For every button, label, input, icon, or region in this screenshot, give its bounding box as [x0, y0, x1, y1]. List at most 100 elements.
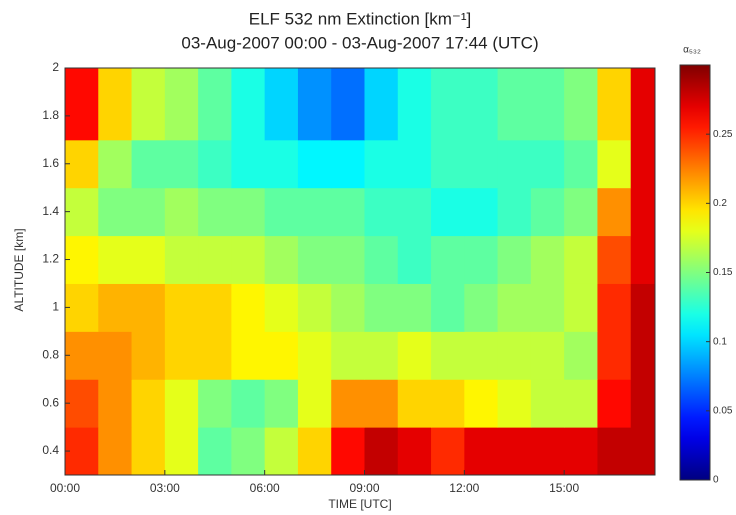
x-tick-label: 12:00: [449, 481, 479, 495]
heat-cell: [431, 427, 465, 476]
x-tick-label: 03:00: [150, 481, 180, 495]
heat-cell: [497, 187, 532, 237]
heat-cell: [131, 187, 166, 237]
heat-cell: [164, 139, 199, 189]
heat-cell: [630, 379, 656, 428]
heat-cell: [231, 68, 266, 141]
heat-cell: [530, 283, 565, 332]
heat-cell: [397, 235, 432, 284]
heat-cell: [497, 379, 532, 428]
colorbar-tick-label: 0.2: [713, 198, 727, 209]
heat-cell: [164, 331, 199, 380]
heat-cell: [397, 427, 432, 476]
heat-cell: [65, 331, 99, 380]
heat-cell: [597, 68, 632, 141]
heat-cell: [497, 139, 532, 189]
heat-cell: [397, 283, 432, 332]
heat-cell: [364, 331, 399, 380]
heat-cell: [231, 187, 266, 237]
heat-cell: [297, 235, 332, 284]
heat-cell: [198, 331, 232, 380]
heat-cell: [464, 379, 499, 428]
heat-cell: [198, 283, 232, 332]
heat-cell: [164, 427, 199, 476]
heat-cell: [564, 187, 598, 237]
heat-cell: [630, 187, 656, 237]
heat-cell: [564, 427, 598, 476]
heat-cell: [464, 427, 499, 476]
heat-cell: [297, 139, 332, 189]
heat-cell: [464, 235, 499, 284]
heat-cell: [630, 235, 656, 284]
heat-cell: [231, 379, 266, 428]
heat-cell: [65, 283, 99, 332]
colorbar-tick-label: 0.15: [713, 267, 733, 278]
heat-cell: [464, 283, 499, 332]
heat-cell: [65, 187, 99, 237]
heat-cell: [597, 379, 632, 428]
heat-cell: [131, 331, 166, 380]
heat-cell: [597, 187, 632, 237]
heat-cell: [497, 68, 532, 141]
heat-cell: [264, 68, 299, 141]
heat-cell: [630, 427, 656, 476]
heat-cell: [431, 139, 465, 189]
y-tick-label: 0.6: [42, 395, 59, 409]
heat-cell: [198, 68, 232, 141]
heat-cell: [497, 427, 532, 476]
heat-cell: [630, 283, 656, 332]
heat-cell: [331, 283, 365, 332]
heat-cell: [530, 427, 565, 476]
heat-cell: [198, 427, 232, 476]
y-tick-label: 0.8: [42, 347, 59, 361]
heat-cell: [331, 427, 365, 476]
y-tick-label: 1.4: [42, 204, 59, 218]
x-tick-label: 06:00: [250, 481, 280, 495]
heat-cell: [65, 379, 99, 428]
y-tick-label: 1.8: [42, 108, 59, 122]
heat-cell: [530, 68, 565, 141]
heat-cell: [464, 187, 499, 237]
heat-cell: [564, 283, 598, 332]
heat-cell: [164, 235, 199, 284]
heat-cell: [297, 379, 332, 428]
heat-cell: [297, 68, 332, 141]
x-axis-label: TIME [UTC]: [328, 497, 391, 511]
heat-cell: [630, 139, 656, 189]
heat-cell: [231, 235, 266, 284]
heat-cell: [464, 139, 499, 189]
heat-cell: [131, 68, 166, 141]
heat-cell: [98, 235, 133, 284]
heat-cell: [98, 283, 133, 332]
heat-cell: [364, 235, 399, 284]
heat-cell: [364, 187, 399, 237]
heat-cell: [564, 379, 598, 428]
heat-cell: [65, 68, 99, 141]
plot-frame: [64, 67, 656, 476]
y-tick-label: 0.4: [42, 443, 59, 457]
heat-cell: [431, 187, 465, 237]
heat-cell: [297, 187, 332, 237]
heat-cell: [397, 139, 432, 189]
heat-cell: [131, 283, 166, 332]
heat-cell: [397, 68, 432, 141]
heat-cell: [464, 68, 499, 141]
y-tick-label: 2: [52, 60, 59, 74]
heat-cell: [131, 139, 166, 189]
heat-cell: [264, 283, 299, 332]
chart-title: ELF 532 nm Extinction [km⁻¹]: [249, 9, 472, 28]
heat-cell: [597, 283, 632, 332]
heat-cell: [530, 139, 565, 189]
y-tick-label: 1.2: [42, 252, 59, 266]
colorbar-tick-label: 0.1: [713, 336, 727, 347]
heat-cell: [331, 68, 365, 141]
heat-cell: [198, 139, 232, 189]
heat-cell: [164, 379, 199, 428]
heat-cell: [364, 379, 399, 428]
heat-cell: [431, 331, 465, 380]
heat-cell: [364, 139, 399, 189]
heat-cell: [264, 427, 299, 476]
heat-cell: [164, 68, 199, 141]
heat-cell: [397, 331, 432, 380]
heat-cell: [564, 331, 598, 380]
